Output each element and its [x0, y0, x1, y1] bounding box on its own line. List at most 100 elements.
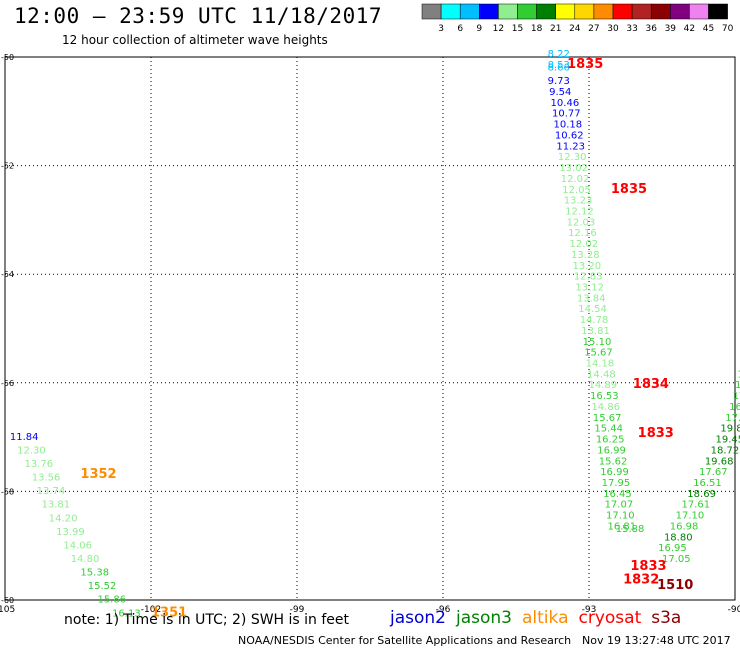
wave-height-value: 16.51 — [693, 478, 722, 489]
wave-height-value: 9.54 — [549, 87, 571, 98]
wave-height-value: 13.81 — [581, 326, 610, 337]
legend-label: 3 — [438, 24, 444, 34]
wave-height-value: 16.13 — [112, 608, 141, 619]
legend-label: 70 — [722, 24, 734, 34]
wave-height-value: 10.62 — [555, 130, 584, 141]
legend-swatch — [459, 3, 480, 20]
wave-height-value: 18.69 — [687, 489, 716, 500]
legend-label: 39 — [665, 24, 677, 34]
wave-height-value: 16.98 — [670, 521, 699, 532]
legend-swatch — [708, 3, 728, 20]
satellite-jason2: jason2 — [390, 608, 446, 628]
wave-height-value: 12.12 — [565, 206, 594, 217]
wave-height-value: 16.99 — [597, 445, 626, 456]
wave-height-value: 12.16 — [568, 228, 597, 239]
pass-time-label: 1833 — [638, 426, 674, 441]
wave-height-value: 9.73 — [548, 76, 570, 87]
legend-label: 36 — [645, 24, 657, 34]
wave-height-value: 14.80 — [71, 554, 100, 565]
legend-label: 18 — [531, 24, 543, 34]
wave-height-value: 16.53 — [590, 391, 619, 402]
legend-swatch — [536, 3, 556, 20]
wave-height-value: 15.88 — [616, 524, 645, 535]
wave-height-value: 13.76 — [24, 459, 53, 470]
lon-tick-label: -96 — [436, 605, 451, 615]
wave-height-value: 16.45 — [603, 489, 632, 500]
wave-height-value: 12.02 — [561, 174, 590, 185]
wave-height-value: 19.87 — [720, 424, 740, 435]
wave-height-value: 15.67 — [593, 413, 622, 424]
wave-height-value: 15.44 — [594, 424, 623, 435]
satellite-jason3: jason3 — [456, 608, 512, 628]
wave-height-value: 14.18 — [586, 359, 615, 370]
lat-tick-label: -54 — [1, 270, 14, 279]
wave-height-value: 12.05 — [562, 185, 591, 196]
wave-height-value: 16.99 — [600, 467, 629, 478]
wave-height-value: 19.68 — [705, 456, 734, 467]
legend-swatch — [517, 3, 537, 20]
lat-tick-label: -60 — [1, 596, 14, 605]
units-note: note: 1) Time is in UTC; 2) SWH is in fe… — [64, 612, 350, 628]
wave-height-value: 15.10 — [583, 337, 612, 348]
lat-tick-label: -58 — [1, 487, 14, 496]
satellite-cryosat: cryosat — [578, 608, 642, 628]
wave-height-value: 8.22 — [548, 49, 570, 60]
legend-label: 33 — [626, 24, 637, 34]
wave-height-value: 17 — [737, 369, 740, 380]
wave-height-value: 19.45 — [716, 435, 740, 446]
pass-time-label: 1352 — [80, 467, 116, 482]
wave-height-marks: 8.228.538.66 9.739.5410.4610.7710.1810.62… — [10, 49, 740, 620]
credit-line: NOAA/NESDIS Center for Satellite Applica… — [238, 634, 572, 647]
pass-time-label: 1351 — [151, 605, 187, 620]
pass-time-label: 1510 — [657, 578, 693, 593]
wave-height-value: 12.02 — [570, 239, 599, 250]
wave-height-value: 12.03 — [567, 217, 596, 228]
wave-height-value: 15.86 — [97, 595, 126, 606]
wave-height-value: 13.20 — [572, 261, 601, 272]
wave-height-value: 18.72 — [711, 445, 740, 456]
wave-height-value: 13.74 — [37, 486, 66, 497]
wave-height-value: 11.23 — [556, 141, 585, 152]
wave-height-value: 16.81 — [607, 521, 636, 532]
wave-height-value: 16.75 — [729, 402, 740, 413]
wave-height-value: 13.28 — [571, 250, 600, 261]
wave-height-value: 15.38 — [80, 568, 109, 579]
wave-height-value: 13.02 — [559, 163, 588, 174]
lon-tick-label: -105 — [0, 605, 15, 615]
wave-height-value: 13.81 — [42, 500, 71, 511]
pass-time-label: 1833 — [630, 559, 666, 574]
wave-height-value: 11.84 — [10, 432, 39, 443]
wave-height-value: 14.20 — [49, 513, 78, 524]
legend-swatch — [689, 3, 709, 20]
legend-swatch — [498, 3, 518, 20]
wave-height-value: 8.53 — [548, 60, 570, 71]
legend-swatch — [593, 3, 614, 20]
pass-time-label: 1834 — [633, 377, 669, 392]
wave-height-value: 12.30 — [558, 152, 587, 163]
lon-tick-label: -102 — [141, 605, 161, 615]
legend-swatch — [574, 3, 595, 20]
satellite-altika: altika — [522, 608, 569, 628]
legend-label: 30 — [607, 24, 619, 34]
map-title: 12:00 – 23:59 UTC 11/18/2017 — [14, 4, 383, 28]
legend-swatch — [650, 3, 671, 20]
legend-swatch — [631, 3, 652, 20]
wave-height-value: 17.05 — [662, 554, 691, 565]
legend-swatch — [440, 3, 461, 20]
wave-height-value: 14.06 — [63, 540, 92, 551]
lon-tick-label: -90 — [728, 605, 740, 615]
wave-height-value: 17.67 — [699, 467, 728, 478]
legend-label: 6 — [457, 24, 463, 34]
wave-height-value: 17.61 — [681, 500, 710, 511]
legend-swatch — [479, 3, 499, 20]
legend-swatch — [555, 3, 576, 20]
lat-tick-label: -52 — [1, 162, 14, 171]
wave-height-value: 10.77 — [552, 109, 581, 120]
wave-height-value: 18.80 — [664, 532, 693, 543]
wave-height-value: 17.10 — [676, 511, 705, 522]
wave-height-value: 16.25 — [596, 435, 625, 446]
wave-height-value: 13.12 — [575, 282, 604, 293]
lon-tick-label: -99 — [290, 605, 305, 615]
